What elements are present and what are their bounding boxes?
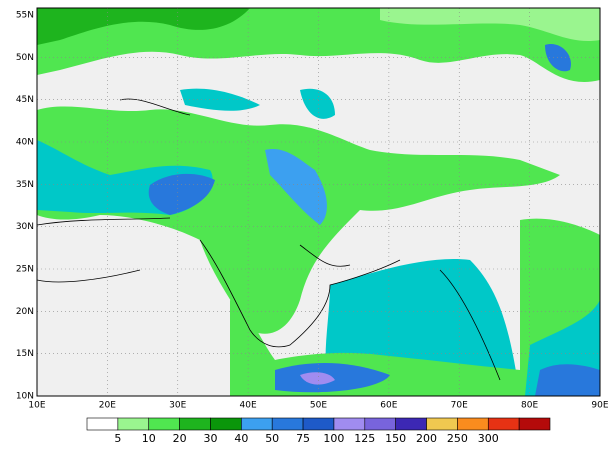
legend-label: 5 — [114, 432, 121, 445]
map-field — [37, 8, 600, 396]
legend-swatch — [395, 417, 427, 431]
legend-swatch — [457, 417, 489, 431]
lat-label: 20N — [16, 307, 34, 317]
legend-swatch — [364, 417, 396, 431]
legend-label: 150 — [385, 432, 406, 445]
lat-label: 15N — [16, 349, 34, 359]
coastline — [37, 239, 501, 381]
precip-area — [37, 8, 250, 45]
precip-area — [300, 372, 335, 385]
lat-label: 45N — [16, 95, 34, 105]
legend-swatch — [148, 417, 180, 431]
precip-area — [380, 8, 600, 42]
lon-label: 90E — [591, 401, 608, 411]
legend-swatch — [487, 417, 520, 431]
legend-label: 30 — [203, 432, 217, 445]
lat-label: 35N — [16, 180, 34, 190]
legend-swatch — [518, 417, 551, 431]
lon-label: 60E — [380, 401, 397, 411]
legend-swatch — [179, 417, 211, 431]
lon-label: 30E — [169, 401, 186, 411]
legend-label: 200 — [416, 432, 437, 445]
legend-label: 300 — [478, 432, 499, 445]
map-frame — [36, 7, 601, 397]
precip-area — [300, 88, 335, 119]
legend-swatch — [86, 417, 119, 431]
legend-label: 50 — [265, 432, 279, 445]
lat-label: 55N — [16, 11, 34, 21]
legend-label: 40 — [234, 432, 248, 445]
lon-label: 20E — [99, 401, 116, 411]
legend-swatch — [210, 417, 242, 431]
graticule — [37, 8, 600, 396]
color-legend: 5 10 20 30 40 50 75 100 125 150 200 250 300 — [86, 417, 551, 445]
precip-area — [265, 149, 327, 225]
legend-swatch — [426, 417, 458, 431]
legend-label: 20 — [173, 432, 187, 445]
precip-area — [180, 88, 260, 111]
precip-area — [37, 106, 560, 334]
legend-label: 10 — [142, 432, 156, 445]
lon-label: 50E — [310, 401, 327, 411]
lat-label: 30N — [16, 222, 34, 232]
legend-swatch — [271, 417, 304, 431]
legend-label: 125 — [354, 432, 375, 445]
legend-swatch — [241, 417, 273, 431]
lat-label: 50N — [16, 53, 34, 63]
lon-label: 40E — [240, 401, 257, 411]
lon-label: 70E — [451, 401, 468, 411]
lon-label: 10E — [28, 401, 45, 411]
legend-label: 250 — [447, 432, 468, 445]
legend-swatch — [333, 417, 366, 431]
lon-label: 80E — [521, 401, 538, 411]
legend-label: 100 — [323, 432, 344, 445]
lat-label: 40N — [16, 138, 34, 148]
precip-area — [545, 44, 571, 72]
lat-label: 10N — [16, 392, 34, 402]
lat-label: 25N — [16, 265, 34, 275]
precip-area — [535, 364, 600, 396]
legend-swatch — [302, 417, 335, 431]
coastline — [37, 98, 191, 226]
legend-label: 75 — [296, 432, 310, 445]
legend-swatch — [117, 417, 150, 431]
